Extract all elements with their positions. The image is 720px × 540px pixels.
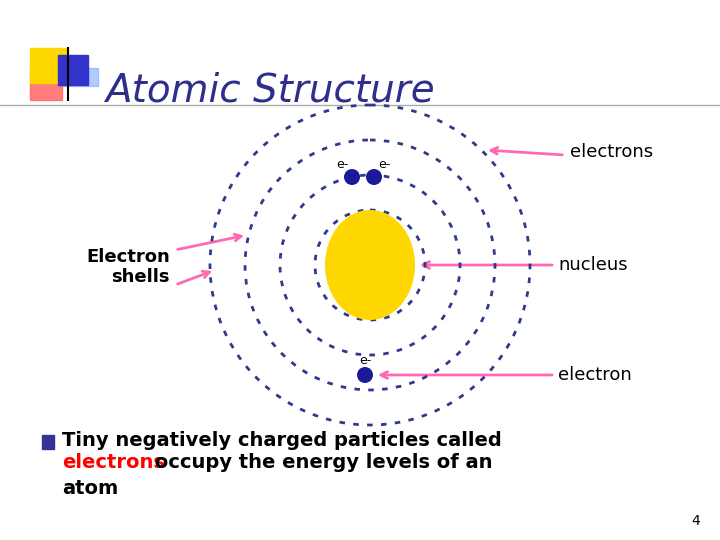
Text: Atomic Structure: Atomic Structure	[105, 71, 435, 109]
Ellipse shape	[325, 210, 415, 320]
Text: e-: e-	[336, 159, 348, 172]
Text: electrons: electrons	[570, 143, 653, 161]
Circle shape	[366, 169, 382, 185]
Bar	[42, 435, 54, 449]
Text: electron: electron	[558, 366, 631, 384]
Text: Tiny negatively charged particles called: Tiny negatively charged particles called	[62, 430, 502, 449]
Text: electrons: electrons	[62, 454, 165, 472]
Circle shape	[344, 169, 360, 185]
Bar	[30, 70, 62, 100]
Text: occupy the energy levels of an: occupy the energy levels of an	[148, 454, 492, 472]
Bar	[30, 48, 68, 83]
Text: e-: e-	[359, 354, 371, 368]
Text: 4: 4	[691, 514, 700, 528]
Text: atom: atom	[62, 478, 118, 497]
Bar	[58, 55, 88, 85]
Circle shape	[357, 367, 373, 383]
Text: Electron
shells: Electron shells	[86, 248, 170, 286]
Bar	[58, 68, 98, 86]
Text: nucleus: nucleus	[558, 256, 628, 274]
Text: e-: e-	[378, 159, 390, 172]
